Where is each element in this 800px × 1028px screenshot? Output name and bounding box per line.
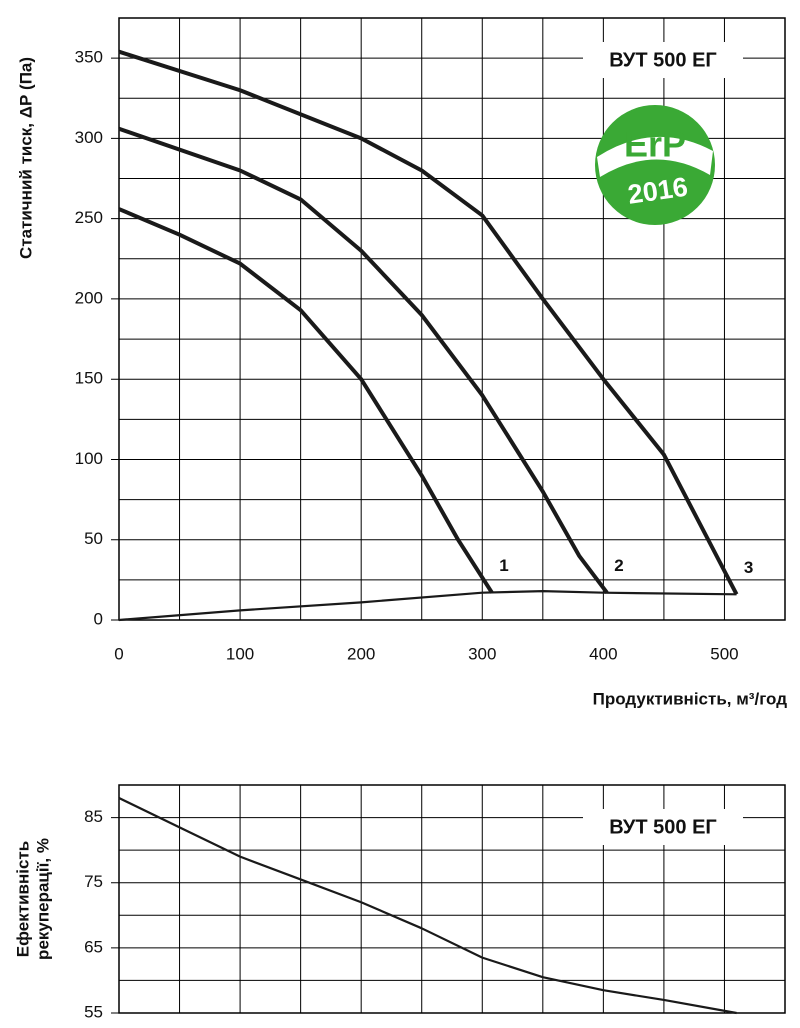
x-tick-label: 500 bbox=[710, 644, 738, 663]
y-tick-label: 85 bbox=[84, 807, 103, 826]
series-line bbox=[118, 590, 737, 622]
y-tick-label: 350 bbox=[75, 48, 103, 67]
x-axis-label: Продуктивність, м³/год bbox=[593, 689, 788, 708]
x-tick-label: 0 bbox=[114, 644, 123, 663]
series-line bbox=[118, 49, 739, 596]
y-tick-label: 50 bbox=[84, 529, 103, 548]
x-tick-label: 400 bbox=[589, 644, 617, 663]
y-tick-label: 75 bbox=[84, 872, 103, 891]
badge: ВУТ 500 ЕГ bbox=[609, 816, 717, 838]
legend-label: 3 bbox=[744, 558, 753, 577]
y-tick-label: 100 bbox=[75, 449, 103, 468]
y-tick-label: 250 bbox=[75, 208, 103, 227]
logo-circle bbox=[595, 105, 715, 225]
y-axis-label: Ефективність bbox=[13, 841, 32, 957]
badge: ВУТ 500 ЕГ bbox=[609, 49, 717, 71]
series-line bbox=[118, 207, 494, 594]
badge-box bbox=[583, 809, 743, 845]
y-tick-label: 65 bbox=[84, 937, 103, 956]
plot-frame bbox=[118, 784, 786, 1014]
legend-label: 1 bbox=[499, 556, 508, 575]
badge-box bbox=[583, 42, 743, 78]
y-axis-label: рекуперації, % bbox=[33, 838, 52, 960]
x-tick-label: 200 bbox=[347, 644, 375, 663]
series-line bbox=[118, 797, 737, 1015]
logo-swoosh bbox=[597, 136, 713, 177]
y-axis-label: Статичний тиск, ΔР (Па) bbox=[16, 57, 35, 259]
y-tick-label: 150 bbox=[75, 369, 103, 388]
logo-text: ErP bbox=[624, 124, 686, 165]
series-line bbox=[118, 126, 609, 594]
y-tick-label: 0 bbox=[94, 609, 103, 628]
y-tick-label: 300 bbox=[75, 128, 103, 147]
label-bg bbox=[740, 558, 757, 579]
y-tick-label: 200 bbox=[75, 288, 103, 307]
plot-frame bbox=[118, 17, 786, 621]
label-bg bbox=[495, 556, 512, 577]
legend-label: 2 bbox=[614, 556, 623, 575]
x-tick-label: 300 bbox=[468, 644, 496, 663]
y-tick-label: 55 bbox=[84, 1002, 103, 1021]
label-bg bbox=[610, 556, 627, 577]
x-tick-label: 100 bbox=[226, 644, 254, 663]
